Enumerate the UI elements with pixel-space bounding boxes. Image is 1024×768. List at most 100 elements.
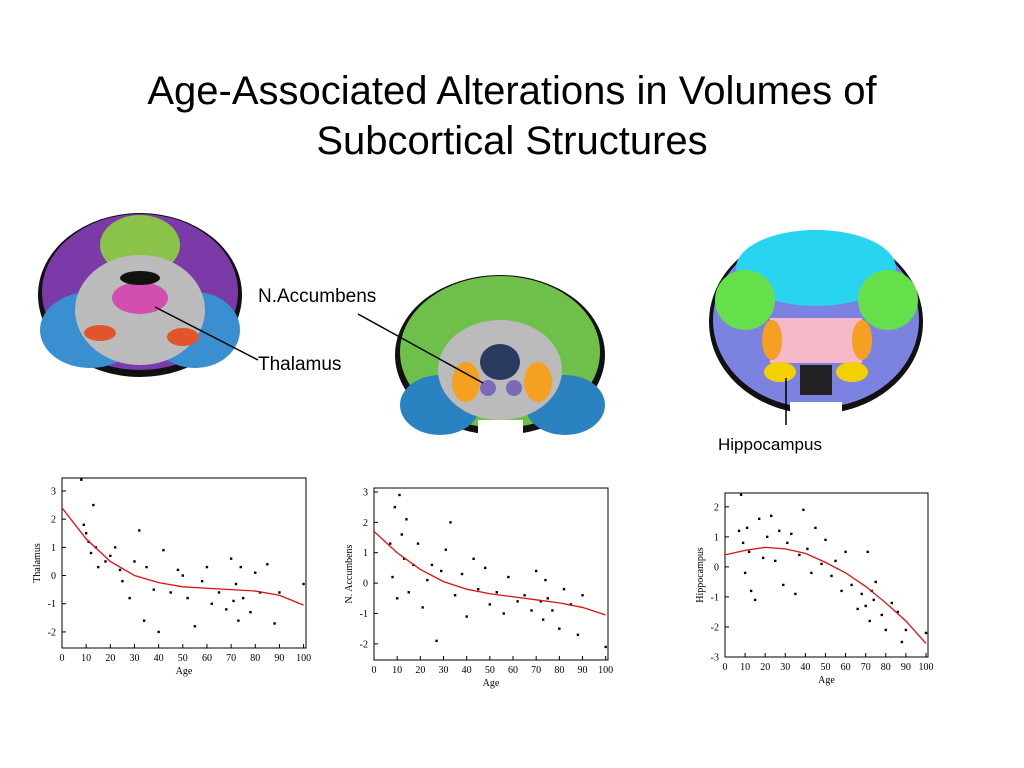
x-tick-label: 90 bbox=[578, 665, 588, 676]
data-point bbox=[488, 603, 492, 606]
y-tick-label: -2 bbox=[360, 639, 368, 650]
y-tick-label: 0 bbox=[363, 579, 368, 590]
data-point bbox=[924, 631, 928, 635]
x-tick-label: 0 bbox=[372, 665, 377, 676]
data-point bbox=[449, 521, 452, 524]
data-point bbox=[874, 580, 877, 584]
data-point bbox=[739, 493, 743, 497]
x-tick-label: 60 bbox=[508, 665, 518, 676]
data-point bbox=[302, 582, 305, 586]
data-point bbox=[495, 591, 498, 594]
data-point bbox=[84, 532, 88, 535]
data-point bbox=[581, 594, 584, 597]
data-point bbox=[193, 625, 197, 628]
data-point bbox=[761, 556, 765, 560]
x-tick-label: 90 bbox=[901, 662, 911, 673]
data-point bbox=[89, 551, 93, 555]
data-point bbox=[225, 608, 228, 611]
chart: 0 10 20 30 40 50 60 70 80 90 100 -3 -2 -1 0 1 2 Age Hippoc… bbox=[695, 492, 933, 686]
data-point bbox=[465, 615, 468, 618]
annotation: Hippocampus bbox=[718, 435, 822, 454]
data-point bbox=[749, 589, 753, 593]
data-point bbox=[109, 554, 112, 558]
data-point bbox=[747, 550, 751, 554]
data-point bbox=[402, 557, 406, 561]
data-point bbox=[541, 618, 545, 621]
y-tick-label: 2 bbox=[363, 518, 368, 529]
x-tick-label: 70 bbox=[531, 665, 541, 676]
data-point bbox=[104, 560, 107, 563]
x-tick-label: 20 bbox=[415, 665, 425, 676]
data-point bbox=[558, 627, 561, 630]
annotation: N.Accumbens bbox=[258, 286, 376, 307]
data-point bbox=[169, 591, 172, 594]
data-point bbox=[904, 628, 908, 632]
data-point bbox=[778, 529, 781, 533]
x-tick-label: 50 bbox=[820, 662, 830, 673]
data-point bbox=[439, 569, 443, 573]
data-point bbox=[872, 598, 875, 602]
data-point bbox=[138, 529, 141, 532]
data-point bbox=[400, 533, 404, 536]
data-point bbox=[157, 630, 160, 634]
x-tick-label: 10 bbox=[740, 662, 750, 673]
x-tick-label: 20 bbox=[105, 653, 115, 664]
x-tick-label: 80 bbox=[881, 662, 891, 673]
y-tick-label: 3 bbox=[51, 486, 56, 497]
data-point bbox=[416, 542, 420, 545]
data-point bbox=[806, 547, 809, 551]
data-point bbox=[266, 563, 269, 566]
data-point bbox=[254, 571, 257, 574]
data-point bbox=[210, 602, 213, 605]
slide-title: Age-Associated Alterations in Volumes of… bbox=[147, 69, 877, 163]
data-point bbox=[273, 622, 276, 625]
y-tick-label: 0 bbox=[51, 571, 56, 582]
y-tick-label: -2 bbox=[48, 627, 56, 638]
data-point bbox=[569, 603, 573, 606]
data-point bbox=[860, 592, 863, 596]
plot-frame bbox=[724, 492, 929, 658]
data-point bbox=[389, 542, 392, 545]
data-point bbox=[393, 505, 397, 509]
x-tick-label: 70 bbox=[861, 662, 871, 673]
data-point bbox=[539, 600, 543, 603]
y-tick-label: 2 bbox=[51, 515, 56, 526]
fit-line bbox=[61, 507, 304, 606]
data-point bbox=[834, 559, 837, 563]
x-tick-label: 10 bbox=[392, 665, 402, 676]
data-point bbox=[217, 591, 221, 594]
data-point bbox=[444, 548, 448, 551]
data-point bbox=[405, 518, 408, 521]
data-point bbox=[741, 541, 745, 545]
data-point bbox=[757, 517, 761, 521]
data-point bbox=[844, 550, 847, 554]
data-point bbox=[766, 535, 769, 539]
data-point bbox=[92, 503, 95, 507]
data-point bbox=[516, 600, 519, 603]
x-tick-label: 60 bbox=[202, 653, 212, 664]
data-point bbox=[142, 619, 146, 622]
pointer-line bbox=[357, 313, 484, 384]
x-tick-label: 40 bbox=[462, 665, 472, 676]
data-point bbox=[546, 597, 549, 600]
data-point bbox=[523, 594, 526, 597]
x-tick-label: 100 bbox=[918, 662, 933, 673]
data-point bbox=[128, 596, 131, 600]
plot-frame bbox=[61, 477, 307, 649]
data-point bbox=[435, 639, 438, 643]
data-point bbox=[884, 628, 887, 632]
data-point bbox=[507, 575, 510, 579]
data-point bbox=[810, 571, 813, 575]
pointer-line bbox=[154, 306, 259, 361]
x-tick-label: 100 bbox=[598, 665, 613, 676]
x-tick-label: 100 bbox=[296, 653, 311, 664]
data-point bbox=[830, 574, 833, 578]
data-point bbox=[82, 523, 85, 526]
x-tick-label: 60 bbox=[841, 662, 851, 673]
data-point bbox=[880, 613, 883, 617]
fit-line bbox=[373, 530, 606, 616]
data-point bbox=[97, 565, 100, 569]
data-point bbox=[814, 526, 817, 530]
brain-image-3 bbox=[709, 230, 923, 422]
